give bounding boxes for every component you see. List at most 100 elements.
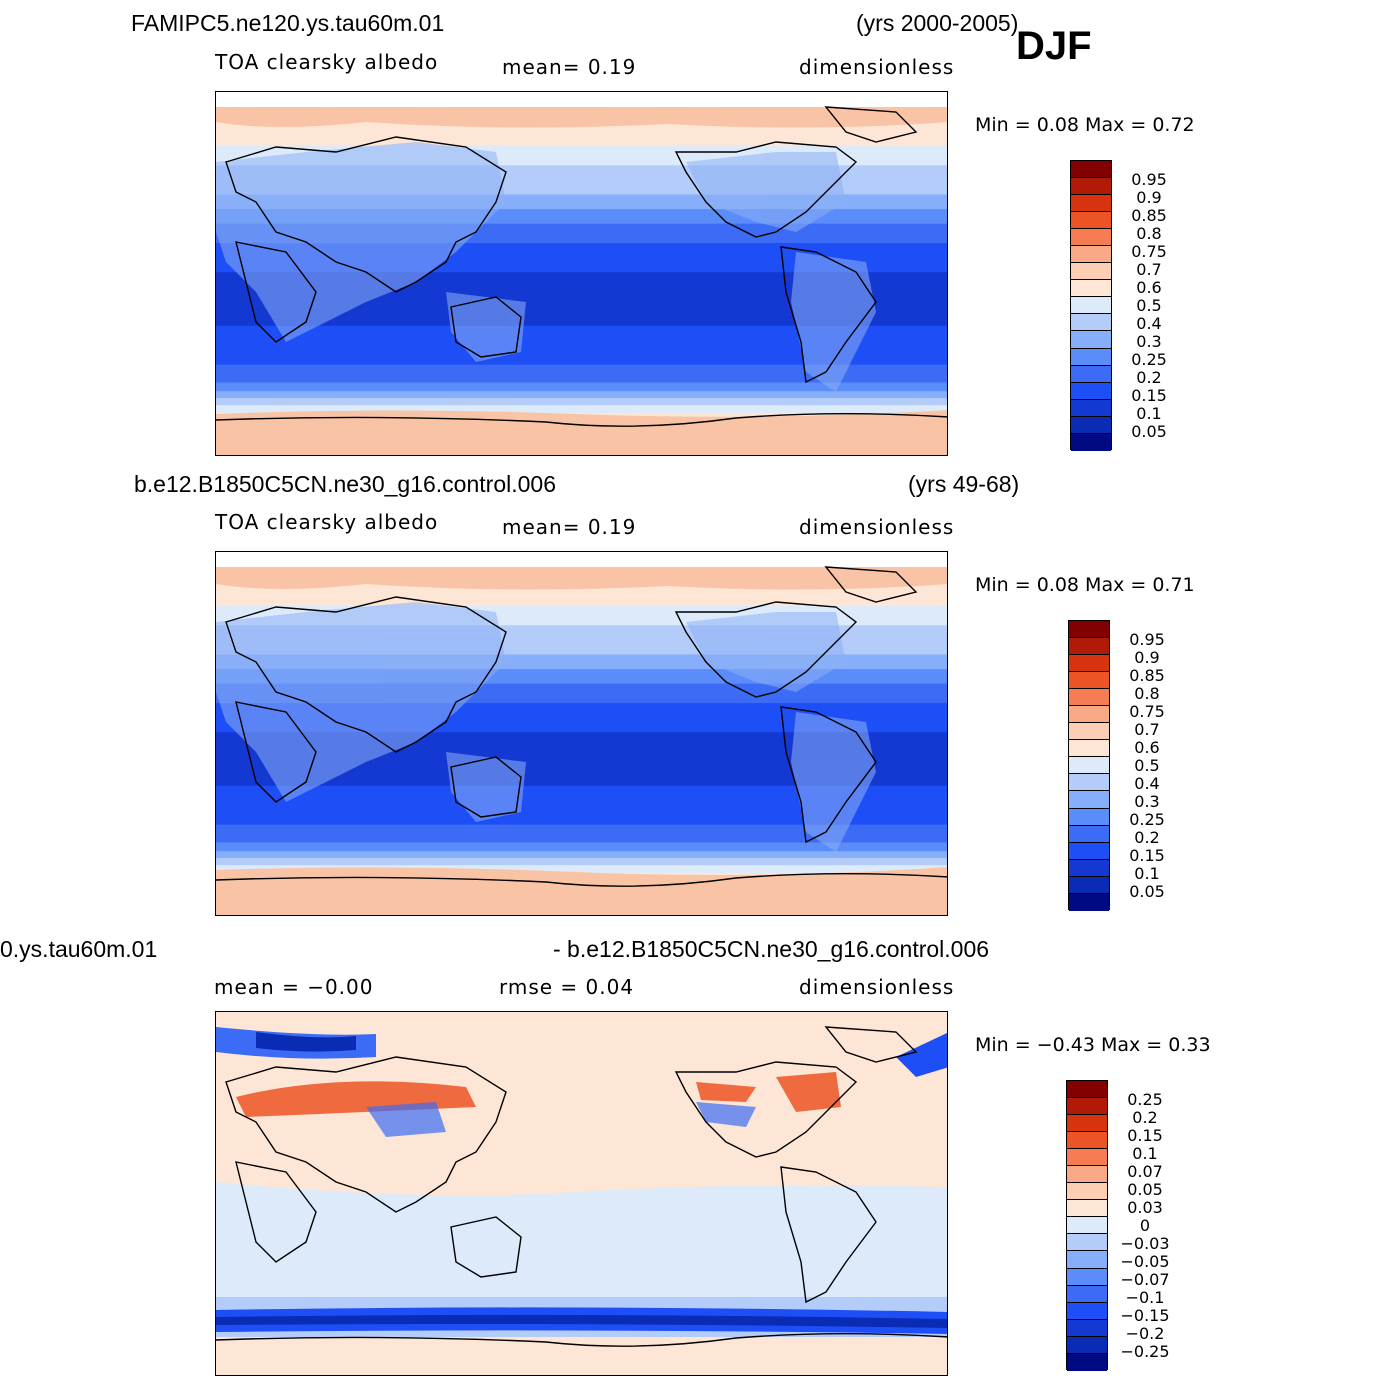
zonal-band	[216, 267, 947, 273]
colorbar-tick-label: 0.15	[1131, 386, 1167, 405]
zonal-band	[216, 659, 947, 665]
zonal-band	[216, 742, 947, 748]
colorbar-tick-label: 0.15	[1127, 1126, 1163, 1145]
colorbar-swatch	[1069, 825, 1109, 843]
zonal-band	[216, 737, 947, 743]
colorbar-tick-label: −0.03	[1120, 1234, 1170, 1253]
colorbar-swatch	[1069, 638, 1109, 656]
panel1-units: dimensionless	[799, 55, 955, 79]
colorbar-swatch	[1069, 621, 1109, 639]
zonal-band	[216, 839, 947, 844]
zonal-band	[216, 727, 947, 733]
zonal-band	[216, 842, 947, 847]
colorbar-tick-label: 0.7	[1134, 720, 1160, 739]
zonal-band	[216, 591, 947, 597]
colorbar-tick-label: −0.15	[1120, 1306, 1170, 1325]
panel2-variable: TOA clearsky albedo	[215, 510, 439, 534]
zonal-band	[216, 126, 947, 132]
colorbar-swatch	[1069, 689, 1109, 707]
colorbar-tick-label: 0.4	[1136, 314, 1162, 333]
zonal-band	[216, 286, 947, 293]
panel3-arctic-negative	[216, 1027, 947, 1077]
zonal-band	[216, 586, 947, 592]
zonal-band	[216, 635, 947, 641]
colorbar-swatch	[1071, 178, 1111, 196]
colorbar-tick-label: −0.05	[1120, 1252, 1170, 1271]
zonal-band	[216, 654, 947, 660]
zonal-band	[216, 800, 947, 806]
zonal-band	[216, 845, 947, 850]
panel1-map	[215, 91, 948, 456]
panel3-units: dimensionless	[799, 975, 955, 999]
zonal-band	[216, 316, 947, 322]
zonal-band	[216, 257, 947, 264]
zonal-band	[216, 751, 947, 758]
colorbar-swatch	[1067, 1234, 1107, 1252]
colorbar-tick-label: 0.5	[1136, 296, 1162, 315]
zonal-band	[216, 325, 947, 332]
colorbar-swatch	[1069, 893, 1109, 911]
panel1-map-svg	[216, 92, 947, 455]
colorbar-tick-label: 0.9	[1136, 188, 1162, 207]
zonal-band	[216, 296, 947, 303]
colorbar-tick-label: 0.9	[1134, 648, 1160, 667]
colorbar-swatch	[1069, 706, 1109, 724]
colorbar-swatch	[1069, 757, 1109, 775]
colorbar-swatch	[1067, 1081, 1107, 1099]
colorbar-swatch	[1069, 842, 1109, 860]
colorbar-swatch	[1069, 723, 1109, 741]
panel3-case-left: 0.ys.tau60m.01	[0, 936, 158, 962]
zonal-band	[216, 688, 947, 694]
zonal-band	[216, 194, 947, 200]
colorbar-tick-label: −0.07	[1120, 1270, 1170, 1289]
season-label: DJF	[1016, 24, 1092, 68]
zonal-band	[216, 165, 947, 171]
zonal-band	[216, 855, 947, 859]
colorbar-tick-label: 0.1	[1136, 404, 1162, 423]
colorbar-tick-label: 0.85	[1131, 206, 1167, 225]
colorbar-tick-label: 0.85	[1129, 666, 1165, 685]
zonal-band	[216, 223, 947, 230]
colorbar-tick-label: 0	[1139, 1216, 1151, 1235]
zonal-band	[216, 400, 947, 404]
colorbar-tick-label: 0.6	[1134, 738, 1160, 757]
colorbar-swatch	[1067, 1183, 1107, 1201]
zonal-band	[216, 814, 947, 821]
panel2-case-name: b.e12.B1850C5CN.ne30_g16.control.006	[134, 471, 556, 497]
zonal-band	[216, 698, 947, 704]
zonal-band	[216, 402, 947, 406]
panel1-mean: mean= 0.19	[502, 55, 637, 79]
panel3-southern-band	[216, 1297, 947, 1337]
colorbar-tick-label: 0.1	[1132, 1144, 1158, 1163]
panel3-map-svg	[216, 1012, 947, 1375]
colorbar-swatch	[1069, 774, 1109, 792]
zonal-band	[216, 712, 947, 719]
colorbar-swatch	[1071, 297, 1111, 315]
zonal-band	[216, 393, 947, 397]
zonal-band	[216, 218, 947, 225]
colorbar-swatch	[1071, 433, 1111, 451]
colorbar-tick-label: 0.95	[1131, 170, 1167, 189]
colorbar-swatch	[1067, 1132, 1107, 1150]
colorbar-swatch	[1067, 1217, 1107, 1235]
colorbar-tick-label: 0.25	[1127, 1090, 1163, 1109]
panel2-map-svg	[216, 552, 947, 915]
zonal-band	[216, 761, 947, 767]
zonal-band	[216, 649, 947, 656]
zonal-band	[216, 835, 947, 840]
zonal-band	[216, 824, 947, 831]
zonal-band	[216, 867, 947, 871]
colorbar-swatch	[1069, 655, 1109, 673]
panel2-mean: mean= 0.19	[502, 515, 637, 539]
map-top-blank	[216, 552, 947, 567]
panel3-negative-regions	[216, 1182, 947, 1312]
colorbar-tick-label: 0.95	[1129, 630, 1165, 649]
colorbar-swatch	[1067, 1319, 1107, 1337]
colorbar-swatch	[1067, 1166, 1107, 1184]
zonal-band	[216, 155, 947, 162]
zonal-band	[216, 717, 947, 724]
zonal-band	[216, 375, 947, 380]
colorbar-tick-label: 0.6	[1136, 278, 1162, 297]
zonal-band	[216, 345, 947, 351]
zonal-band	[216, 771, 947, 777]
